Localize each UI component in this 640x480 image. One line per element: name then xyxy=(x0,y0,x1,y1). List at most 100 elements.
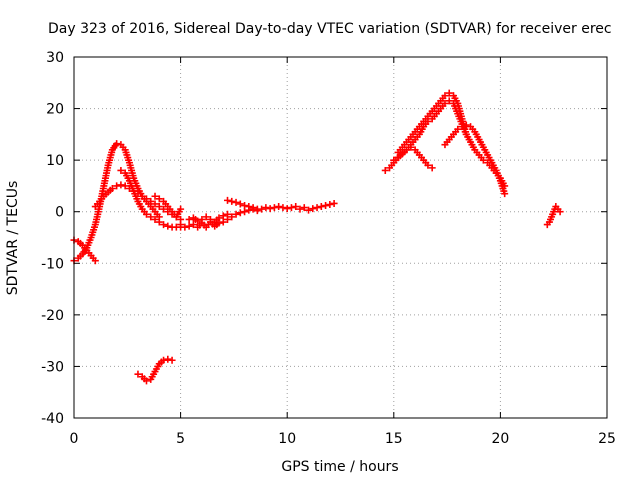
data-point xyxy=(501,190,509,198)
y-tick-label: -20 xyxy=(41,308,64,324)
data-point xyxy=(168,356,176,364)
data-point xyxy=(317,203,325,211)
data-point xyxy=(241,208,249,216)
y-tick-label: -30 xyxy=(41,359,64,375)
data-point xyxy=(479,156,487,164)
data-point xyxy=(155,203,163,211)
data-point xyxy=(300,204,308,212)
data-point xyxy=(160,205,168,213)
data-point xyxy=(403,146,411,154)
data-point xyxy=(224,210,232,218)
data-point xyxy=(181,223,189,231)
x-tick-label: 25 xyxy=(598,431,616,447)
data-point xyxy=(266,205,274,213)
data-point xyxy=(198,215,206,223)
y-tick-label: 10 xyxy=(46,153,64,169)
data-point xyxy=(287,204,295,212)
y-tick-label: 30 xyxy=(46,50,64,66)
data-point xyxy=(147,197,155,205)
x-tick-label: 10 xyxy=(278,431,296,447)
data-point xyxy=(164,355,172,363)
data-point xyxy=(228,197,236,205)
data-point xyxy=(117,181,125,189)
data-point xyxy=(454,125,462,133)
data-point xyxy=(206,215,214,223)
data-point xyxy=(330,199,338,207)
data-point xyxy=(262,204,270,212)
data-point xyxy=(445,97,453,105)
data-point xyxy=(189,221,197,229)
data-point xyxy=(194,217,202,225)
data-point xyxy=(151,215,159,223)
data-point xyxy=(91,257,99,265)
data-point xyxy=(160,221,168,229)
data-point xyxy=(121,182,129,190)
data-point xyxy=(219,212,227,220)
data-point xyxy=(215,214,223,222)
data-point xyxy=(138,192,146,200)
data-point xyxy=(241,202,249,210)
data-point xyxy=(441,92,449,100)
data-point xyxy=(424,161,432,169)
data-point xyxy=(228,213,236,221)
data-point xyxy=(177,221,185,229)
data-point xyxy=(326,200,334,208)
data-point xyxy=(270,204,278,212)
x-tick-label: 5 xyxy=(176,431,185,447)
x-tick-label: 0 xyxy=(70,431,79,447)
y-tick-label: -40 xyxy=(41,411,64,427)
data-point xyxy=(381,166,389,174)
data-point xyxy=(292,203,300,211)
data-point xyxy=(458,123,466,131)
data-point xyxy=(155,195,163,203)
data-point xyxy=(398,148,406,156)
data-point xyxy=(108,185,116,193)
data-point xyxy=(296,205,304,213)
data-point xyxy=(151,192,159,200)
data-point xyxy=(142,377,150,385)
data-point xyxy=(322,202,330,210)
data-point xyxy=(142,195,150,203)
data-point xyxy=(407,143,415,151)
data-point xyxy=(219,218,227,226)
chart-title: Day 323 of 2016, Sidereal Day-to-day VTE… xyxy=(48,21,612,37)
data-point xyxy=(279,204,287,212)
y-tick-label: 0 xyxy=(55,205,64,221)
data-point xyxy=(305,206,313,214)
data-point xyxy=(309,205,317,213)
data-point xyxy=(142,210,150,218)
data-points xyxy=(70,89,564,385)
x-tick-label: 20 xyxy=(491,431,509,447)
data-point xyxy=(441,99,449,107)
data-point xyxy=(232,210,240,218)
data-point xyxy=(185,222,193,230)
data-point xyxy=(275,203,283,211)
data-point xyxy=(313,204,321,212)
axis-ticks: 0 5 10 15 20 25 -40 -30 -20 -10 0 10 20 30 xyxy=(41,50,616,447)
data-point xyxy=(253,205,261,213)
data-point xyxy=(134,370,142,378)
data-point xyxy=(245,203,253,211)
y-tick-label: 20 xyxy=(46,102,64,118)
data-point xyxy=(155,218,163,226)
data-point xyxy=(232,198,240,206)
x-tick-label: 15 xyxy=(385,431,403,447)
data-point xyxy=(147,213,155,221)
data-point xyxy=(113,140,121,148)
data-point xyxy=(236,209,244,217)
data-point xyxy=(390,156,398,164)
data-point xyxy=(556,208,564,216)
x-axis-label: GPS time / hours xyxy=(281,459,398,475)
data-point xyxy=(151,200,159,208)
y-axis-label: SDTVAR / TECUs xyxy=(5,181,21,296)
y-tick-label: -10 xyxy=(41,256,64,272)
data-point xyxy=(283,205,291,213)
data-point xyxy=(177,205,185,213)
data-point xyxy=(462,121,470,129)
data-point xyxy=(113,182,121,190)
data-point xyxy=(428,164,436,172)
data-point xyxy=(224,196,232,204)
data-point xyxy=(249,204,257,212)
